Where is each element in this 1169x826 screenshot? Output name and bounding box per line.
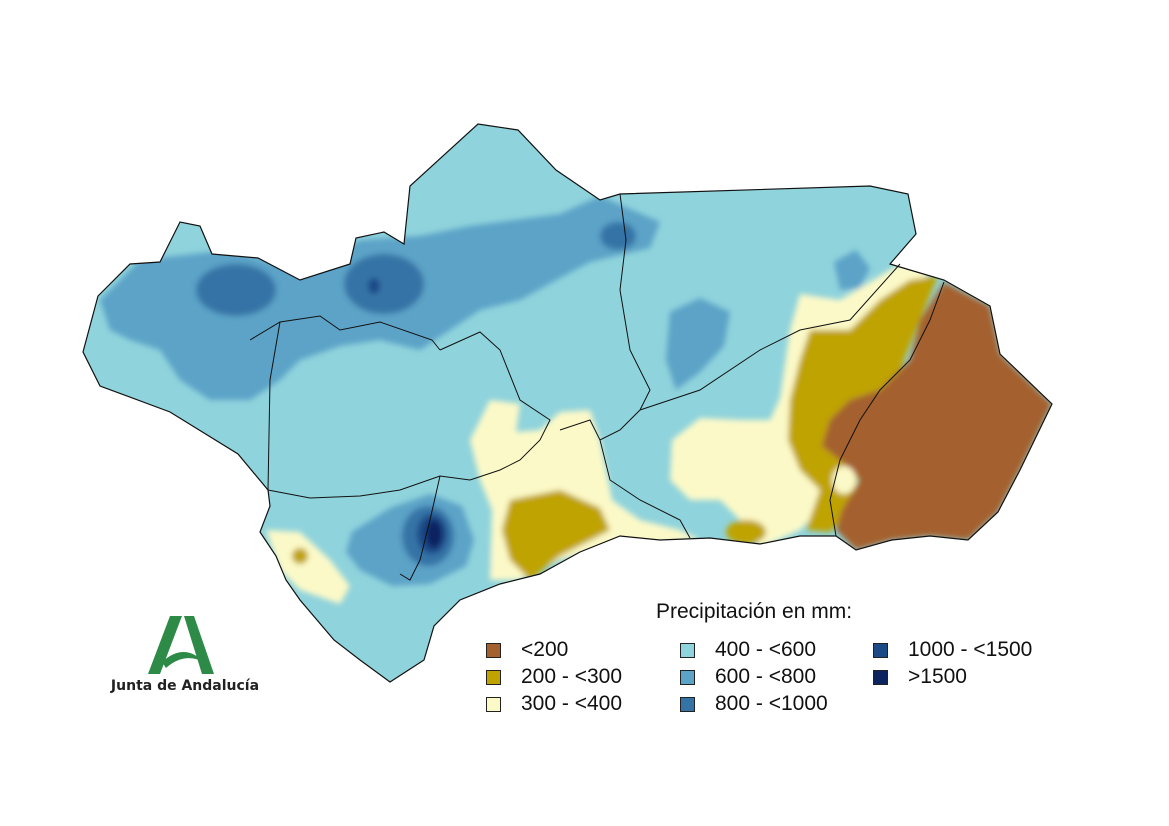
zone-800-1000-sierra bbox=[600, 222, 636, 250]
zone-1000-1500-north bbox=[368, 278, 380, 294]
legend-swatch bbox=[873, 642, 888, 658]
andalucia-outline bbox=[82, 123, 1053, 683]
legend-swatch bbox=[680, 696, 695, 712]
border-cadiz-malaga bbox=[399, 475, 441, 581]
zone-600-800-jaen bbox=[666, 298, 730, 390]
legend-swatch bbox=[680, 642, 695, 658]
province-borders bbox=[249, 193, 945, 581]
legend-swatch bbox=[680, 669, 695, 685]
logo-a-left-stroke bbox=[148, 616, 182, 674]
border-jaen-granada bbox=[639, 263, 901, 411]
legend-swatch bbox=[873, 669, 888, 685]
legend-label: >1500 bbox=[908, 665, 967, 688]
legend-label: 400 - <600 bbox=[715, 638, 817, 661]
legend-swatch bbox=[486, 642, 501, 658]
zone-200-300-spot-2 bbox=[292, 548, 308, 564]
legend-item-under-200: <200 bbox=[486, 638, 568, 662]
border-huelva-cadiz bbox=[267, 321, 281, 491]
legend-item-200-300: 200 - <300 bbox=[486, 665, 622, 689]
logo-text: Junta de Andalucía bbox=[110, 678, 260, 694]
logo-a-right-stroke bbox=[184, 616, 214, 674]
border-sevilla-cadiz bbox=[267, 475, 471, 499]
zone-200-300-spot bbox=[726, 520, 766, 544]
legend-item-1000-1500: 1000 - <1500 bbox=[873, 638, 1032, 662]
legend-item-400-600: 400 - <600 bbox=[680, 638, 816, 662]
logo-a-crossbar bbox=[162, 652, 204, 668]
legend-swatch bbox=[486, 669, 501, 685]
legend-item-300-400: 300 - <400 bbox=[486, 692, 622, 716]
zone-800-1000-north bbox=[344, 254, 424, 314]
zone-200-300-malaga bbox=[502, 490, 610, 580]
legend-label: 200 - <300 bbox=[521, 665, 623, 688]
junta-de-andalucia-logo: Junta de Andalucía bbox=[110, 612, 260, 702]
border-malaga-granada bbox=[599, 439, 691, 539]
legend-item-800-1000: 800 - <1000 bbox=[680, 692, 828, 716]
border-sevilla-cordoba bbox=[439, 331, 551, 481]
zone-300-400-almeria-spot bbox=[832, 466, 856, 494]
legend-item-600-800: 600 - <800 bbox=[680, 665, 816, 689]
zone-over-1500 bbox=[426, 520, 442, 548]
legend-title: Precipitación en mm: bbox=[656, 600, 853, 623]
border-cordoba-jaen bbox=[619, 193, 651, 411]
legend-label: 300 - <400 bbox=[521, 692, 623, 715]
legend-item-over-1500: >1500 bbox=[873, 665, 967, 689]
zone-800-1000-west bbox=[196, 264, 276, 316]
logo-a-icon bbox=[148, 616, 214, 674]
legend-label: <200 bbox=[521, 638, 569, 661]
zone-600-800-east bbox=[834, 250, 870, 290]
zone-under-200 bbox=[822, 282, 1052, 550]
zone-300-400-cadiz bbox=[266, 530, 350, 604]
legend-label: 600 - <800 bbox=[715, 665, 817, 688]
legend-label: 1000 - <1500 bbox=[908, 638, 1033, 661]
legend-swatch bbox=[486, 696, 501, 712]
border-granada-almeria bbox=[829, 281, 945, 537]
legend-label: 800 - <1000 bbox=[715, 692, 828, 715]
